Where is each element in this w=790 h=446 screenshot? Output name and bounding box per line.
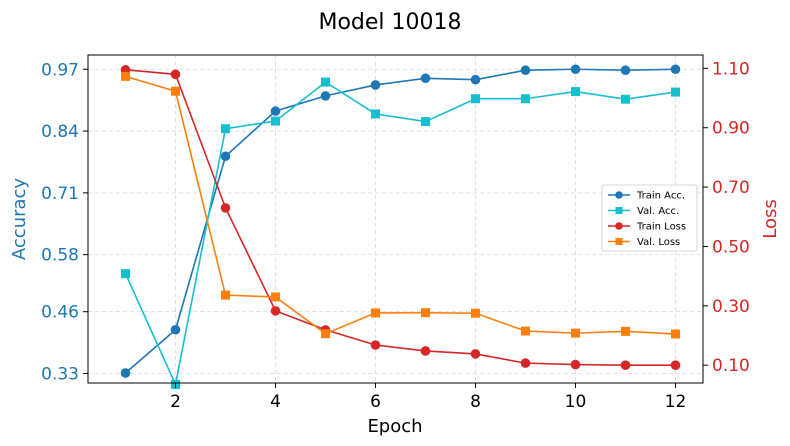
x-tick-label: 12: [665, 392, 687, 412]
legend-item-train-acc: Train Acc.: [608, 191, 685, 202]
data-point-train-loss: [470, 349, 481, 359]
legend-item-val-acc: Val. Acc.: [608, 206, 679, 217]
plot-frame: [87, 54, 704, 384]
data-point-train-loss: [170, 69, 181, 80]
data-point-val-loss: [521, 326, 530, 336]
data-point-val-loss: [471, 308, 480, 318]
data-point-val-acc: [521, 94, 530, 104]
x-tick-label: 6: [370, 392, 381, 412]
y-left-tick-label: 0.58: [41, 246, 79, 266]
legend-label: Val. Loss: [637, 237, 680, 248]
series-line-train-loss: [125, 69, 676, 366]
data-point-train-acc: [420, 73, 431, 84]
data-point-train-acc: [220, 151, 231, 162]
y-left-tick-label: 0.84: [41, 122, 79, 142]
y-left-tick-label: 0.97: [41, 60, 79, 80]
series-line-val-acc: [124, 81, 676, 388]
y-right-tick-label: 0.70: [712, 178, 750, 198]
series-layer: [120, 64, 681, 389]
data-point-val-loss: [671, 329, 680, 339]
data-point-train-loss: [620, 360, 631, 370]
data-point-train-acc: [620, 65, 631, 76]
data-point-val-loss: [421, 308, 430, 318]
series-val-acc: [121, 77, 680, 389]
x-tick-label: 10: [565, 392, 587, 412]
legend-label: Train Loss: [636, 222, 686, 233]
data-point-train-acc: [320, 91, 331, 101]
data-point-val-acc: [671, 87, 680, 97]
data-point-val-acc: [421, 117, 430, 127]
data-point-val-loss: [171, 86, 180, 96]
y-axis-right-title: Loss: [760, 199, 781, 238]
data-point-train-loss: [370, 340, 381, 350]
data-point-val-loss: [571, 328, 580, 338]
y-right-tick-label: 0.10: [712, 356, 750, 376]
legend-swatch-marker: [615, 191, 623, 199]
data-point-val-acc: [321, 77, 330, 87]
legend-label: Val. Acc.: [637, 206, 679, 217]
data-point-train-acc: [670, 64, 681, 75]
y-left-tick-label: 0.71: [41, 184, 79, 204]
data-point-train-acc: [520, 65, 531, 76]
legend-box: [601, 184, 698, 252]
data-point-val-loss: [121, 71, 130, 81]
legend-item-val-loss: Val. Loss: [608, 237, 680, 248]
data-point-val-acc: [121, 269, 130, 279]
data-point-val-acc: [221, 124, 230, 134]
series-val-loss: [121, 71, 680, 339]
data-point-train-acc: [470, 74, 481, 85]
data-point-train-loss: [670, 360, 681, 370]
y-right-tick-label: 0.90: [712, 119, 750, 139]
x-axis-title: Epoch: [367, 416, 422, 437]
data-point-val-loss: [271, 292, 280, 302]
legend-label: Train Acc.: [636, 191, 685, 202]
legend-swatch-marker: [615, 207, 623, 214]
data-point-train-acc: [570, 64, 581, 75]
data-point-val-loss: [621, 326, 630, 336]
data-point-train-acc: [270, 106, 281, 116]
series-train-loss: [120, 65, 681, 370]
legend-swatch-marker: [615, 222, 623, 230]
x-tick-label: 4: [270, 392, 281, 412]
data-point-train-acc: [170, 324, 181, 335]
data-point-train-loss: [220, 203, 231, 213]
y-right-tick-label: 0.50: [712, 237, 750, 257]
legend-swatch-marker: [615, 238, 623, 245]
data-point-val-acc: [371, 109, 380, 119]
x-tick-label: 2: [170, 392, 181, 412]
data-point-train-acc: [370, 80, 381, 90]
data-point-train-acc: [120, 368, 131, 378]
axes: 2 4 6 8 10 12 0.33 0.46 0.58 0.71 0.84 0.97 0.10 0.30…: [41, 59, 750, 412]
y-right-tick-label: 1.10: [712, 59, 750, 79]
data-point-val-acc: [471, 94, 480, 104]
data-point-val-acc: [271, 116, 280, 126]
legend-item-train-loss: Train Loss: [608, 222, 686, 233]
chart-title: Model 10018: [318, 10, 461, 35]
data-point-train-loss: [270, 306, 281, 316]
series-train-acc: [120, 64, 681, 378]
legend: Train Acc. Val. Acc. Train Loss Val. Loss: [601, 184, 698, 252]
y-left-tick-label: 0.33: [41, 364, 79, 384]
data-point-train-loss: [520, 358, 531, 368]
data-point-val-acc: [571, 87, 580, 97]
data-point-val-loss: [371, 308, 380, 318]
data-point-val-loss: [221, 290, 230, 300]
data-point-train-loss: [420, 346, 431, 356]
data-point-val-loss: [321, 329, 330, 339]
x-tick-label: 8: [470, 392, 481, 412]
series-line-val-loss: [125, 75, 676, 335]
y-right-tick-label: 0.30: [712, 297, 750, 317]
y-left-tick-label: 0.46: [41, 303, 79, 323]
data-point-train-loss: [570, 359, 581, 370]
y-axis-left-title: Accuracy: [9, 178, 30, 261]
data-point-val-acc: [621, 94, 630, 104]
